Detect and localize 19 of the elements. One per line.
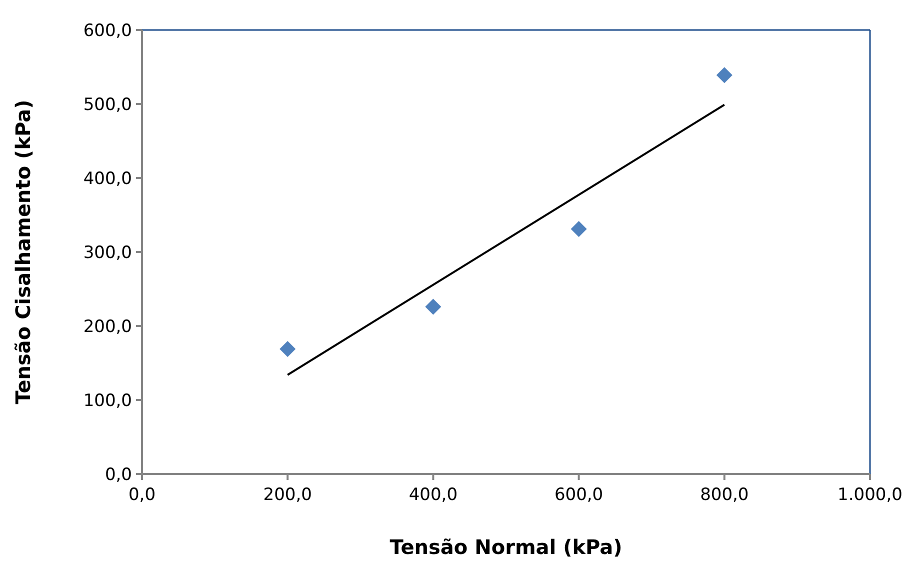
y-tick-label: 200,0 xyxy=(83,316,132,337)
point xyxy=(716,67,732,84)
y-tick-label: 500,0 xyxy=(83,94,132,115)
y-tick-label: 600,0 xyxy=(83,20,132,41)
y-tick-label: 300,0 xyxy=(83,242,132,263)
point xyxy=(425,298,442,315)
x-tick-label: 200,0 xyxy=(263,485,312,505)
x-tick-label: 0,0 xyxy=(128,485,156,505)
x-tick-label: 1.000,0 xyxy=(838,485,902,505)
x-axis-title: Tensão Normal (kPa) xyxy=(390,535,622,559)
x-tick-label: 800,0 xyxy=(700,485,749,505)
x-tick-label: 600,0 xyxy=(554,485,604,505)
y-tick-label: 100,0 xyxy=(83,390,132,411)
y-tick-label: 0,0 xyxy=(104,464,132,485)
y-tick-label: 400,0 xyxy=(83,168,132,189)
x-tick-label: 400,0 xyxy=(408,485,458,505)
point xyxy=(280,340,296,357)
point xyxy=(570,221,587,238)
y-axis-title: Tensão Cisalhamento (kPa) xyxy=(11,100,35,404)
